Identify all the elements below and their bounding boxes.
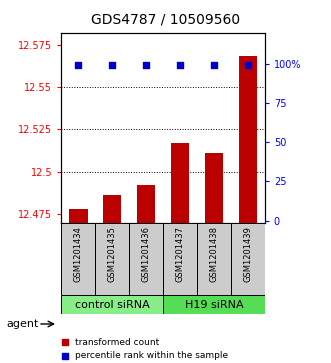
Bar bbox=[171, 143, 189, 223]
Bar bbox=[103, 195, 121, 223]
Point bbox=[177, 62, 183, 68]
Point bbox=[63, 339, 68, 345]
Bar bbox=[137, 185, 155, 223]
Bar bbox=[239, 56, 257, 223]
Point bbox=[63, 353, 68, 359]
Bar bbox=[205, 153, 223, 223]
Bar bbox=[197, 223, 231, 295]
Text: GSM1201436: GSM1201436 bbox=[142, 226, 151, 282]
Text: GSM1201435: GSM1201435 bbox=[108, 226, 117, 282]
Bar bbox=[69, 209, 87, 223]
Point bbox=[75, 62, 81, 68]
Point bbox=[110, 62, 115, 68]
Text: H19 siRNA: H19 siRNA bbox=[185, 299, 243, 310]
Text: GDS4787 / 10509560: GDS4787 / 10509560 bbox=[91, 13, 240, 27]
Bar bbox=[163, 223, 197, 295]
Text: GSM1201438: GSM1201438 bbox=[210, 226, 218, 282]
Point bbox=[143, 62, 149, 68]
Point bbox=[211, 62, 216, 68]
Bar bbox=[61, 223, 95, 295]
Text: control siRNA: control siRNA bbox=[75, 299, 150, 310]
Text: transformed count: transformed count bbox=[75, 338, 160, 347]
Bar bbox=[61, 295, 163, 314]
Bar bbox=[95, 223, 129, 295]
Point bbox=[245, 62, 251, 68]
Text: percentile rank within the sample: percentile rank within the sample bbox=[75, 351, 229, 360]
Text: agent: agent bbox=[7, 319, 39, 329]
Bar bbox=[163, 295, 265, 314]
Text: GSM1201439: GSM1201439 bbox=[243, 226, 252, 282]
Bar bbox=[129, 223, 163, 295]
Text: GSM1201434: GSM1201434 bbox=[74, 226, 83, 282]
Text: GSM1201437: GSM1201437 bbox=[175, 226, 184, 282]
Bar bbox=[231, 223, 265, 295]
